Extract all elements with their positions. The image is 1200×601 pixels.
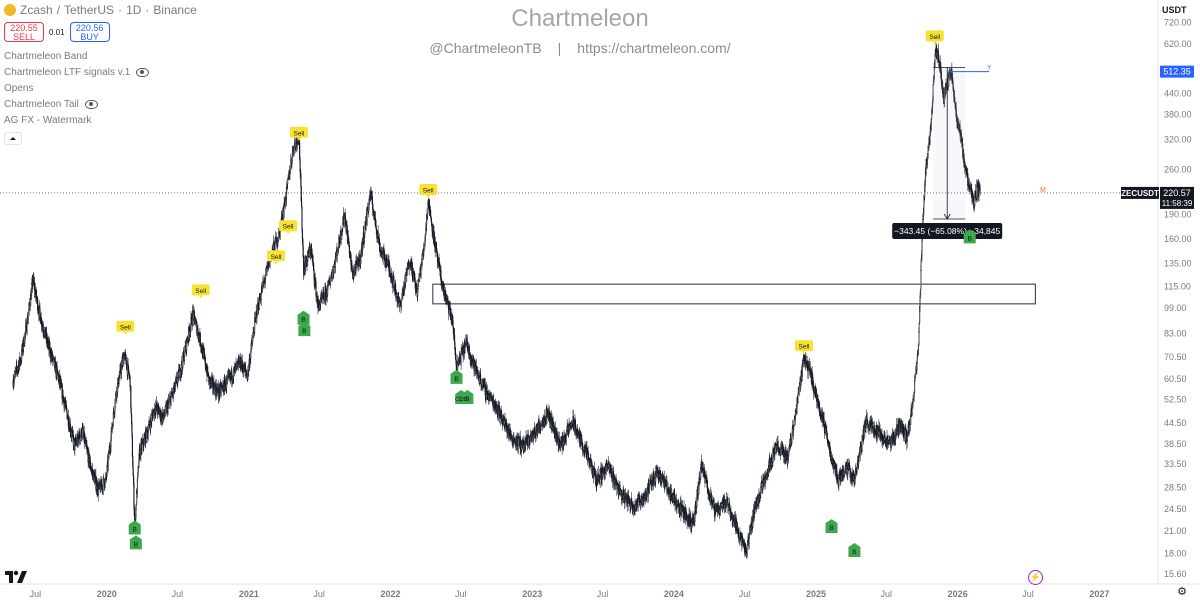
- candle-body: [510, 433, 512, 438]
- x-tick-label: Jul: [30, 589, 42, 599]
- candle-body: [27, 313, 29, 319]
- candle-body: [565, 435, 567, 441]
- candle-body: [435, 242, 437, 248]
- candle-body: [837, 474, 839, 484]
- candle-body: [360, 250, 362, 258]
- candle-body: [910, 415, 912, 425]
- y-tick-label: 320.00: [1164, 134, 1192, 144]
- candle-body: [374, 217, 376, 226]
- candle-body: [918, 331, 920, 346]
- candle-body: [170, 396, 172, 406]
- candle-body: [287, 178, 289, 185]
- x-tick-label: Jul: [1022, 589, 1034, 599]
- candle-body: [447, 299, 449, 302]
- x-tick-label: Jul: [597, 589, 609, 599]
- candle-body: [143, 438, 145, 446]
- x-tick-label: Jul: [739, 589, 751, 599]
- candle-body: [920, 270, 922, 290]
- candle-body: [193, 311, 196, 318]
- candle-body: [301, 206, 303, 231]
- y-tick-label: 33.50: [1164, 459, 1187, 469]
- candle-body: [511, 438, 513, 442]
- y-tick-label: 24.50: [1164, 504, 1187, 514]
- candle-body: [383, 250, 385, 254]
- candles: [12, 42, 981, 560]
- y-tick-label: 28.50: [1164, 482, 1187, 492]
- candle-body: [252, 332, 254, 337]
- y-tick-label: 15.60: [1164, 569, 1187, 579]
- candle-body: [920, 258, 922, 271]
- candle-body: [746, 544, 748, 554]
- y-tick-label: 70.50: [1164, 352, 1187, 362]
- candle-body: [204, 357, 206, 367]
- candle-body: [914, 380, 916, 393]
- candle-body: [856, 466, 858, 472]
- x-tick-label: 2020: [97, 589, 117, 599]
- x-tick-label: 2022: [381, 589, 401, 599]
- candle-body: [793, 418, 795, 427]
- x-tick-label: 2023: [522, 589, 542, 599]
- x-tick-label: 2021: [239, 589, 259, 599]
- y-tick-label: 620.00: [1164, 39, 1192, 49]
- candle-body: [423, 245, 425, 251]
- y-tick-label: 190.00: [1164, 209, 1192, 219]
- y-tick-label: 160.00: [1164, 234, 1192, 244]
- candle-body: [125, 356, 127, 365]
- candle-body: [917, 344, 920, 355]
- y-tick-label: 115.00: [1164, 282, 1191, 292]
- candle-body: [333, 266, 335, 274]
- y-tick-label: 83.00: [1164, 329, 1187, 339]
- y-tick-label: 44.50: [1164, 418, 1187, 428]
- candle-body: [148, 424, 150, 431]
- candle-body: [66, 407, 68, 412]
- x-tick-label: Jul: [172, 589, 184, 599]
- candle-body: [245, 368, 247, 372]
- candle-body: [256, 315, 258, 319]
- y-tick-label: 60.50: [1164, 374, 1187, 384]
- price-axis: [1158, 0, 1200, 601]
- candle-body: [916, 363, 918, 371]
- x-tick-label: Jul: [455, 589, 467, 599]
- x-tick-label: 2026: [948, 589, 968, 599]
- candle-body: [730, 509, 732, 513]
- candle-body: [791, 435, 793, 443]
- y-tick-label: 52.50: [1164, 394, 1187, 404]
- candle-body: [807, 369, 809, 372]
- y-tick-label: 380.00: [1164, 110, 1192, 120]
- y-tick-label: 720.00: [1164, 18, 1192, 28]
- y-tick-label: 260.00: [1164, 164, 1192, 174]
- candle-body: [917, 353, 919, 356]
- x-tick-label: 2025: [806, 589, 826, 599]
- x-tick-label: 2024: [664, 589, 684, 599]
- candle-body: [454, 335, 456, 343]
- x-tick-label: Jul: [313, 589, 325, 599]
- y-tick-label: 21.00: [1164, 526, 1187, 536]
- support-zone: [432, 283, 1036, 305]
- x-tick-label: 2027: [1089, 589, 1109, 599]
- y-tick-label: 18.00: [1164, 548, 1187, 558]
- x-tick-label: Jul: [881, 589, 893, 599]
- y-tick-label: 135.00: [1164, 259, 1192, 269]
- y-tick-label: 38.50: [1164, 439, 1187, 449]
- candle-body: [120, 364, 123, 374]
- candle-body: [823, 418, 825, 425]
- candle-body: [103, 478, 105, 484]
- candle-body: [130, 407, 132, 415]
- candle-body: [313, 263, 315, 270]
- candle-body: [701, 461, 703, 469]
- candle-body: [343, 218, 345, 223]
- y-tick-label: 440.00: [1164, 89, 1192, 99]
- candle-body: [760, 486, 762, 494]
- y-tick-label: 99.00: [1164, 303, 1187, 313]
- candle-body: [304, 263, 307, 271]
- candle-body: [393, 280, 395, 286]
- candle-body: [151, 414, 153, 422]
- candle-body: [301, 201, 303, 207]
- candle-body: [231, 369, 233, 382]
- candle-body: [73, 438, 75, 441]
